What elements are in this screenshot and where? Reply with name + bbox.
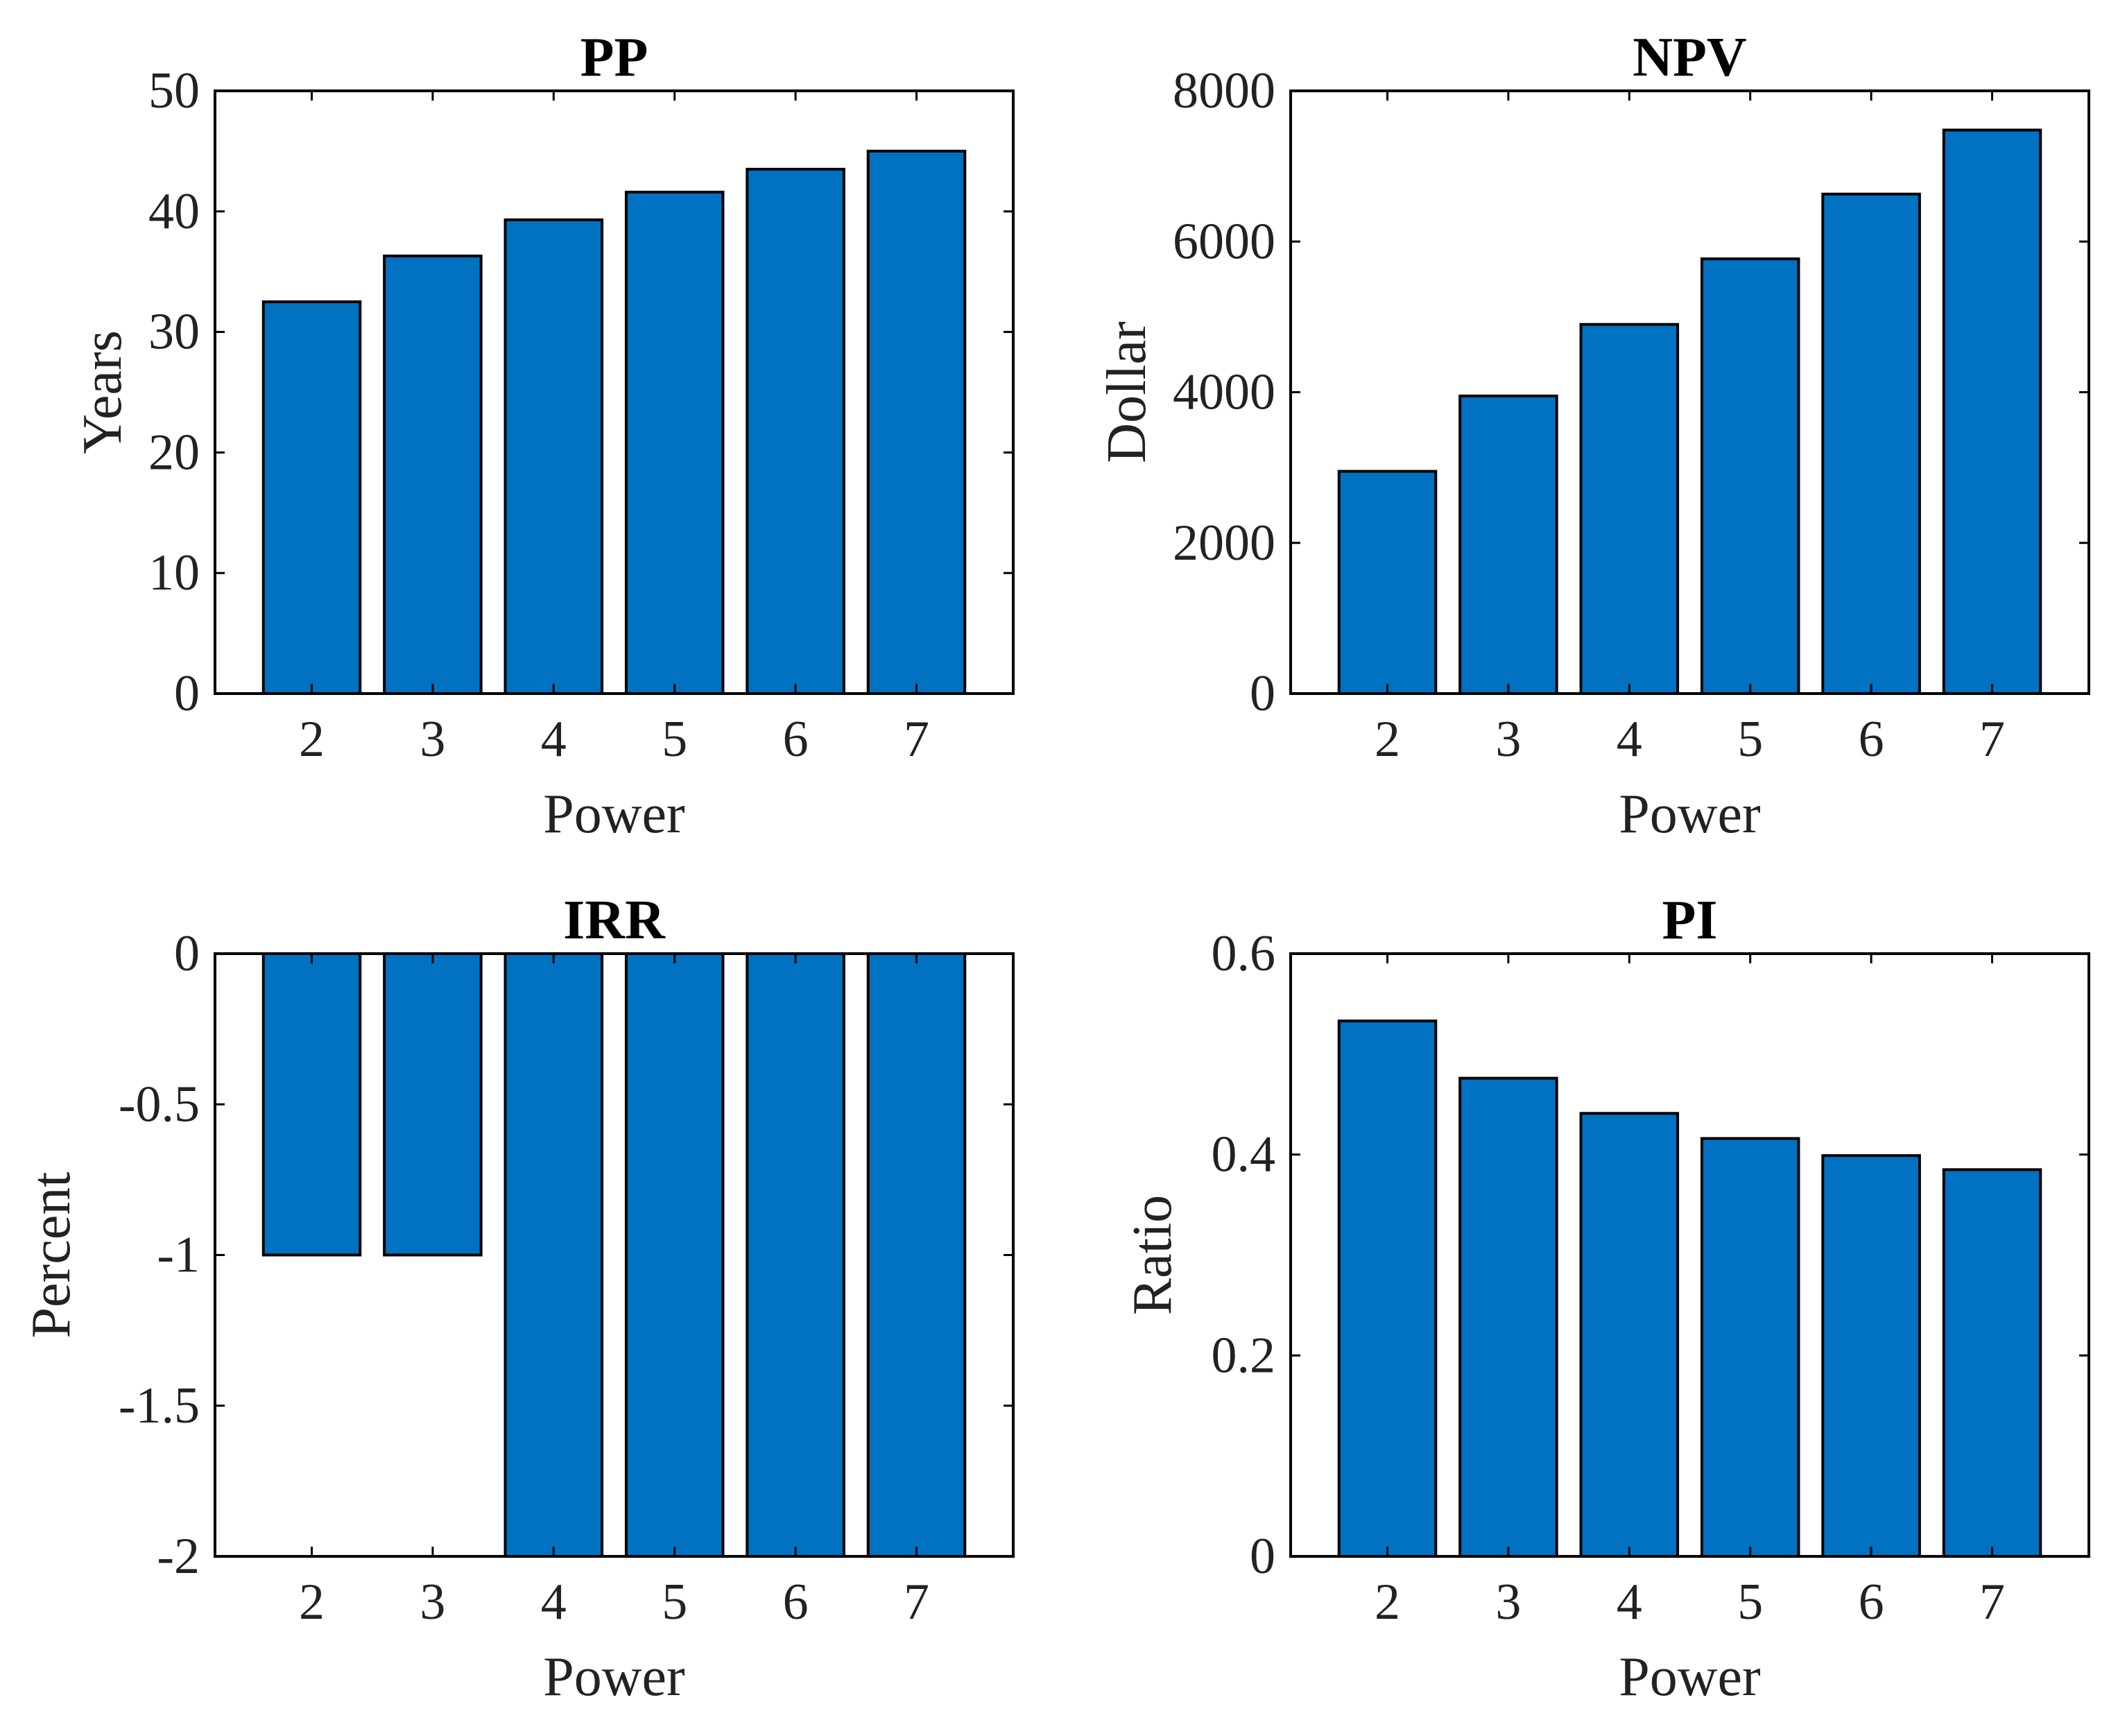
npv-ylabel: Dollar [1096, 321, 1157, 463]
pp-title: PP [580, 27, 648, 88]
npv-ytick-label: 8000 [1173, 62, 1275, 119]
pi-ylabel: Ratio [1122, 1195, 1183, 1315]
pp-ytick-label: 30 [148, 304, 200, 361]
irr-bar-4 [503, 952, 604, 1558]
npv-title: NPV [1633, 27, 1746, 88]
irr-bar-3 [383, 952, 483, 1257]
pi-bar-4 [1579, 1112, 1680, 1558]
npv-bar-7 [1942, 128, 2042, 696]
pp-xtick-label: 4 [541, 711, 567, 768]
pi-xtick-label: 6 [1859, 1574, 1884, 1631]
pp-ylabel: Years [72, 330, 133, 454]
pi-ytick-label: 0 [1250, 1528, 1275, 1585]
npv-ytick-label: 6000 [1173, 213, 1275, 270]
npv-ytick-label: 0 [1250, 665, 1275, 722]
pp-xtick-label: 2 [299, 711, 325, 768]
pi-ytick-label: 0.6 [1212, 925, 1276, 982]
npv-xtick-label: 5 [1737, 711, 1763, 768]
pp-bar-4 [503, 218, 604, 695]
irr-xtick-label: 2 [299, 1574, 325, 1631]
pi-xtick-label: 3 [1495, 1574, 1521, 1631]
irr-xtick-label: 6 [783, 1574, 809, 1631]
pi-chart: 0 0.2 0.4 0.6 2 3 4 5 6 7 PI Power Ratio [1122, 890, 2090, 1708]
irr-ytick-label: -0.5 [119, 1076, 200, 1133]
pi-bar-7 [1942, 1168, 2042, 1558]
npv-xtick-label: 7 [1979, 711, 2005, 768]
pi-ytick-label: 0.4 [1212, 1126, 1276, 1183]
npv-xtick-label: 3 [1495, 711, 1521, 768]
pp-bar-6 [746, 167, 845, 696]
npv-bar-2 [1337, 470, 1438, 696]
irr-xtick-label: 5 [662, 1574, 687, 1631]
npv-ytick-label: 4000 [1173, 364, 1275, 421]
irr-bar-2 [261, 952, 362, 1257]
pp-ytick-label: 10 [148, 544, 200, 601]
pp-bar-3 [383, 255, 483, 695]
irr-xtick-label: 7 [904, 1574, 929, 1631]
irr-chart: -2 -1.5 -1 -0.5 0 2 3 4 5 6 7 IRR Power Percent [21, 890, 1015, 1708]
irr-ytick-label: 0 [174, 925, 200, 982]
irr-ytick-label: -1.5 [119, 1377, 200, 1434]
pi-bar-5 [1700, 1137, 1800, 1558]
pi-xtick-label: 4 [1617, 1574, 1642, 1631]
irr-ylabel: Percent [21, 1172, 82, 1339]
npv-chart: 0 2000 4000 6000 8000 2 3 4 5 6 7 NPV Power Dollar [1096, 27, 2090, 845]
npv-xtick-label: 2 [1375, 711, 1400, 768]
pp-ytick-label: 40 [148, 183, 200, 240]
pp-ytick-label: 20 [148, 424, 200, 481]
irr-xlabel: Power [543, 1647, 685, 1708]
pi-xtick-label: 7 [1979, 1574, 2005, 1631]
pp-bar-5 [624, 190, 725, 695]
pp-xtick-label: 3 [420, 711, 445, 768]
npv-bar-6 [1821, 192, 1921, 696]
npv-xtick-label: 4 [1617, 711, 1642, 768]
irr-ytick-label: -1 [157, 1227, 200, 1284]
irr-xtick-label: 4 [541, 1574, 567, 1631]
pi-title: PI [1662, 890, 1718, 951]
irr-title: IRR [563, 890, 666, 951]
npv-xlabel: Power [1619, 784, 1760, 845]
irr-bar-5 [624, 952, 725, 1558]
pp-chart: 0 10 20 30 40 50 2 3 4 5 6 7 PP Power Years [72, 27, 1015, 845]
pi-xtick-label: 2 [1375, 1574, 1400, 1631]
pp-ytick-label: 0 [174, 665, 200, 722]
pi-xlabel: Power [1619, 1647, 1760, 1708]
pi-ytick-label: 0.2 [1212, 1327, 1276, 1384]
pp-ytick-label: 50 [148, 62, 200, 119]
irr-xtick-label: 3 [420, 1574, 445, 1631]
pi-bar-3 [1458, 1076, 1558, 1558]
pi-xtick-label: 5 [1737, 1574, 1763, 1631]
npv-bar-3 [1458, 394, 1558, 696]
pp-bar-2 [261, 300, 362, 695]
pi-bar-2 [1337, 1020, 1438, 1558]
npv-ytick-label: 2000 [1173, 515, 1275, 571]
pp-xtick-label: 6 [783, 711, 809, 768]
pp-xtick-label: 7 [904, 711, 929, 768]
pp-xlabel: Power [543, 784, 685, 845]
irr-ytick-label: -2 [157, 1528, 200, 1585]
irr-bar-7 [866, 952, 967, 1558]
npv-bar-4 [1579, 323, 1680, 695]
pi-bar-6 [1821, 1154, 1921, 1558]
npv-xtick-label: 6 [1859, 711, 1884, 768]
npv-bar-5 [1700, 257, 1800, 695]
pp-bar-7 [866, 149, 967, 695]
pp-xtick-label: 5 [662, 711, 687, 768]
irr-bar-6 [746, 952, 845, 1558]
